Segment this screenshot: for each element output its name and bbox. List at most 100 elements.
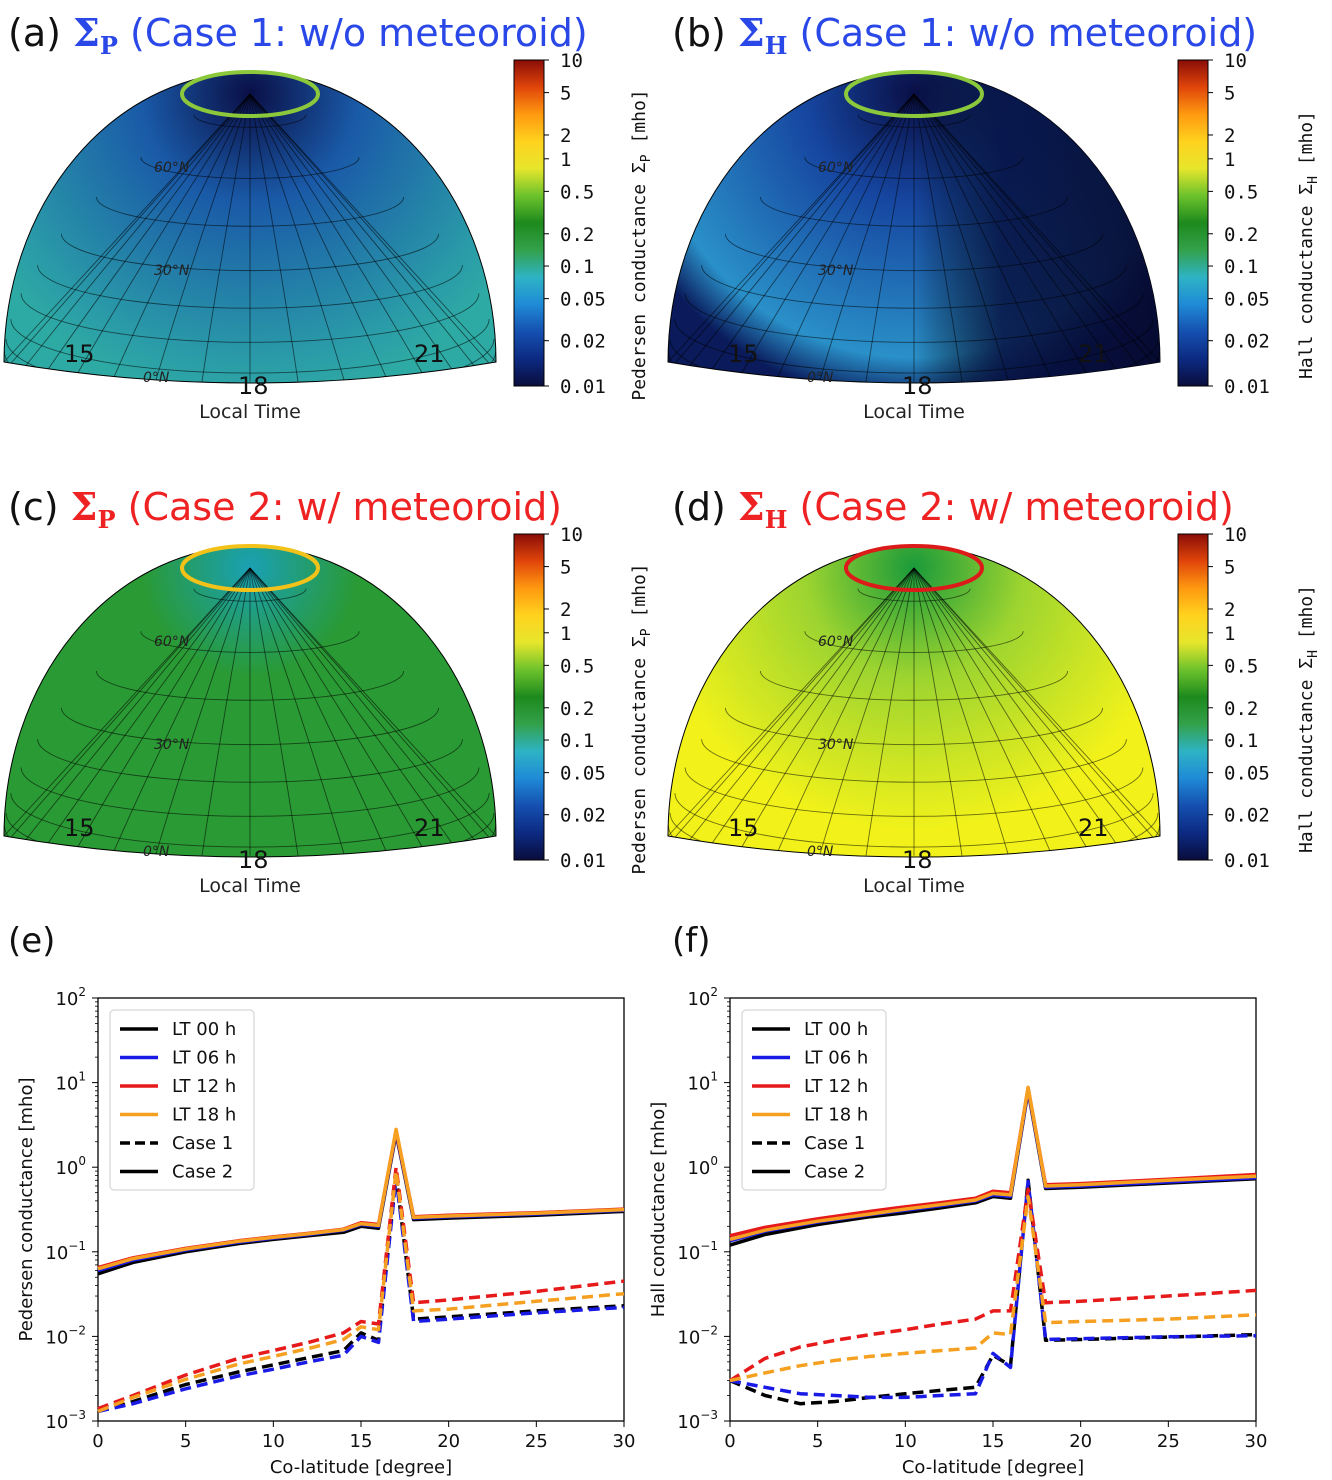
legend: LT 00 h LT 06 h LT 12 h LT 18 h Case 1 Case 2	[110, 1010, 254, 1190]
local-time-label: 18	[902, 372, 933, 400]
y-tick-label: 10−1	[45, 1239, 86, 1264]
y-tick-label: 102	[687, 985, 718, 1010]
latitude-label: 0°N	[143, 844, 170, 860]
colorbar-tick-label: 10	[1224, 524, 1247, 546]
colorbar-tick-label: 10	[560, 50, 583, 72]
colorbar-label-unit: [mho]	[629, 563, 650, 628]
y-tick-label: 10−2	[677, 1323, 718, 1348]
panel-subscript: H	[765, 505, 788, 534]
panel-subscript: P	[98, 505, 116, 534]
colorbar-label-unit: [mho]	[629, 89, 650, 154]
x-axis-label: Local Time	[199, 401, 301, 423]
legend: LT 00 h LT 06 h LT 12 h LT 18 h Case 1 Case 2	[742, 1010, 886, 1190]
panel-letter: (d)	[672, 485, 738, 529]
y-tick-label: 10−3	[677, 1408, 718, 1433]
colorbar: 10 5 21 0.5 0.2 0.1 0.05 0.02 0.01 Hall conductan…	[1178, 50, 1321, 398]
x-tick-label: 15	[982, 1431, 1005, 1452]
colorbar-tick-label: 0.2	[560, 698, 594, 720]
colorbar-label-subscript: H	[1306, 176, 1321, 184]
x-tick-label: 30	[1245, 1431, 1268, 1452]
latitude-label: 60°N	[818, 160, 854, 176]
latitude-label: 30°N	[154, 737, 190, 753]
legend-label: LT 12 h	[804, 1076, 868, 1097]
chart-e: (e)0 5 10 15 20 25 3010210110010−110−210−3Co-l…	[8, 921, 635, 1478]
panel-case: (Case 1: w/o meteoroid)	[118, 11, 588, 55]
colorbar-tick-label: 0.01	[560, 850, 606, 872]
colorbar-tick-label: 0.1	[1224, 256, 1258, 278]
colorbar: 10 5 21 0.5 0.2 0.1 0.05 0.02 0.01 Hall conductan…	[1178, 524, 1321, 872]
y-tick-label: 101	[55, 1070, 86, 1095]
y-tick-label: 102	[55, 985, 86, 1010]
x-axis-title: Co-latitude [degree]	[270, 1457, 452, 1478]
y-tick-exponent: −1	[700, 1239, 718, 1253]
local-time-label: 21	[1078, 814, 1109, 842]
colorbar-tick-label: 0.01	[560, 376, 606, 398]
panel-b: (b) ΣH (Case 1: w/o meteoroid) 60°N 30°N 0°…	[668, 10, 1321, 423]
x-tick-label: 25	[1157, 1431, 1180, 1452]
panel-d: (d) ΣH (Case 2: w/ meteoroid)60°N30°N0°N…	[668, 484, 1321, 897]
local-time-label: 21	[1078, 340, 1109, 368]
panel-title: (a) ΣP (Case 1: w/o meteoroid)	[8, 10, 588, 60]
legend-label: LT 00 h	[172, 1019, 236, 1040]
y-tick-exponent: 1	[710, 1070, 718, 1084]
colorbar-gradient	[514, 60, 544, 386]
x-tick-label: 5	[812, 1431, 823, 1452]
local-time-label: 18	[238, 846, 269, 874]
colorbar-tick-label: 0.02	[560, 805, 606, 827]
latitude-label: 30°N	[818, 737, 854, 753]
colorbar-label-text: Hall conductance Σ	[1296, 658, 1317, 853]
y-tick-base: 10	[55, 1158, 78, 1179]
colorbar-tick-label: 1	[1224, 623, 1235, 645]
colorbar-tick-label: 0.2	[1224, 224, 1258, 246]
y-tick-exponent: −1	[68, 1239, 86, 1253]
legend-label: LT 18 h	[804, 1105, 868, 1126]
x-axis-label: Local Time	[199, 875, 301, 897]
y-tick-exponent: −3	[68, 1408, 86, 1422]
latitude-label: 0°N	[807, 370, 834, 386]
colorbar-tick-label: 0.1	[560, 730, 594, 752]
y-tick-base: 10	[55, 1074, 78, 1095]
colorbar-tick-label: 5	[560, 557, 571, 579]
colorbar-tick-label: 0.02	[1224, 805, 1270, 827]
colorbar-tick-label: 2	[1224, 125, 1235, 147]
panel-case: (Case 1: w/o meteoroid)	[787, 11, 1257, 55]
y-axis-title: Pedersen conductance [mho]	[16, 1077, 37, 1341]
chart-panel-letter: (f)	[672, 921, 711, 961]
y-tick-base: 10	[687, 1074, 710, 1095]
panel-title: (c) ΣP (Case 2: w/ meteoroid)	[8, 484, 562, 534]
colorbar-tick-label: 1	[560, 149, 571, 171]
colorbar-label: Hall conductance ΣH [mho]	[1296, 111, 1321, 379]
panel-case: (Case 2: w/ meteoroid)	[787, 485, 1233, 529]
y-tick-exponent: 0	[710, 1154, 718, 1168]
panel-symbol: Σ	[73, 10, 100, 55]
legend-label: Case 1	[804, 1133, 865, 1154]
local-time-label: 15	[64, 340, 95, 368]
panel-c: (c) ΣP (Case 2: w/ meteoroid)60°N30°N0°N…	[4, 484, 654, 897]
y-tick-label: 10−3	[45, 1408, 86, 1433]
y-tick-base: 10	[687, 1158, 710, 1179]
panel-subscript: H	[765, 31, 788, 60]
colorbar-label-text: Pedersen conductance Σ	[629, 636, 650, 874]
latitude-label: 0°N	[143, 370, 170, 386]
legend-label: Case 1	[172, 1133, 233, 1154]
colorbar-tick-label: 0.02	[1224, 331, 1270, 353]
x-tick-label: 10	[262, 1431, 285, 1452]
y-tick-base: 10	[55, 989, 78, 1010]
y-tick-exponent: −2	[700, 1323, 718, 1337]
x-axis-label: Local Time	[863, 875, 965, 897]
colorbar: 10 5 21 0.5 0.2 0.1 0.05 0.02 0.01 Pedersen condu…	[514, 524, 654, 875]
legend-label: Case 2	[804, 1162, 865, 1183]
y-tick-exponent: 2	[710, 985, 718, 999]
latitude-label: 30°N	[818, 263, 854, 279]
colorbar-tick-label: 5	[560, 83, 571, 105]
colorbar-tick-label: 0.01	[1224, 850, 1270, 872]
y-tick-exponent: 1	[78, 1070, 86, 1084]
latitude-label: 60°N	[154, 160, 190, 176]
panel-title: (b) ΣH (Case 1: w/o meteoroid)	[672, 10, 1257, 60]
colorbar-tick-label: 5	[1224, 557, 1235, 579]
panel-symbol: Σ	[738, 484, 765, 529]
x-tick-label: 5	[180, 1431, 191, 1452]
colorbar-tick-label: 0.5	[1224, 655, 1258, 677]
colorbar-gradient	[1178, 60, 1208, 386]
colorbar-label: Pedersen conductance ΣP [mho]	[629, 89, 654, 400]
